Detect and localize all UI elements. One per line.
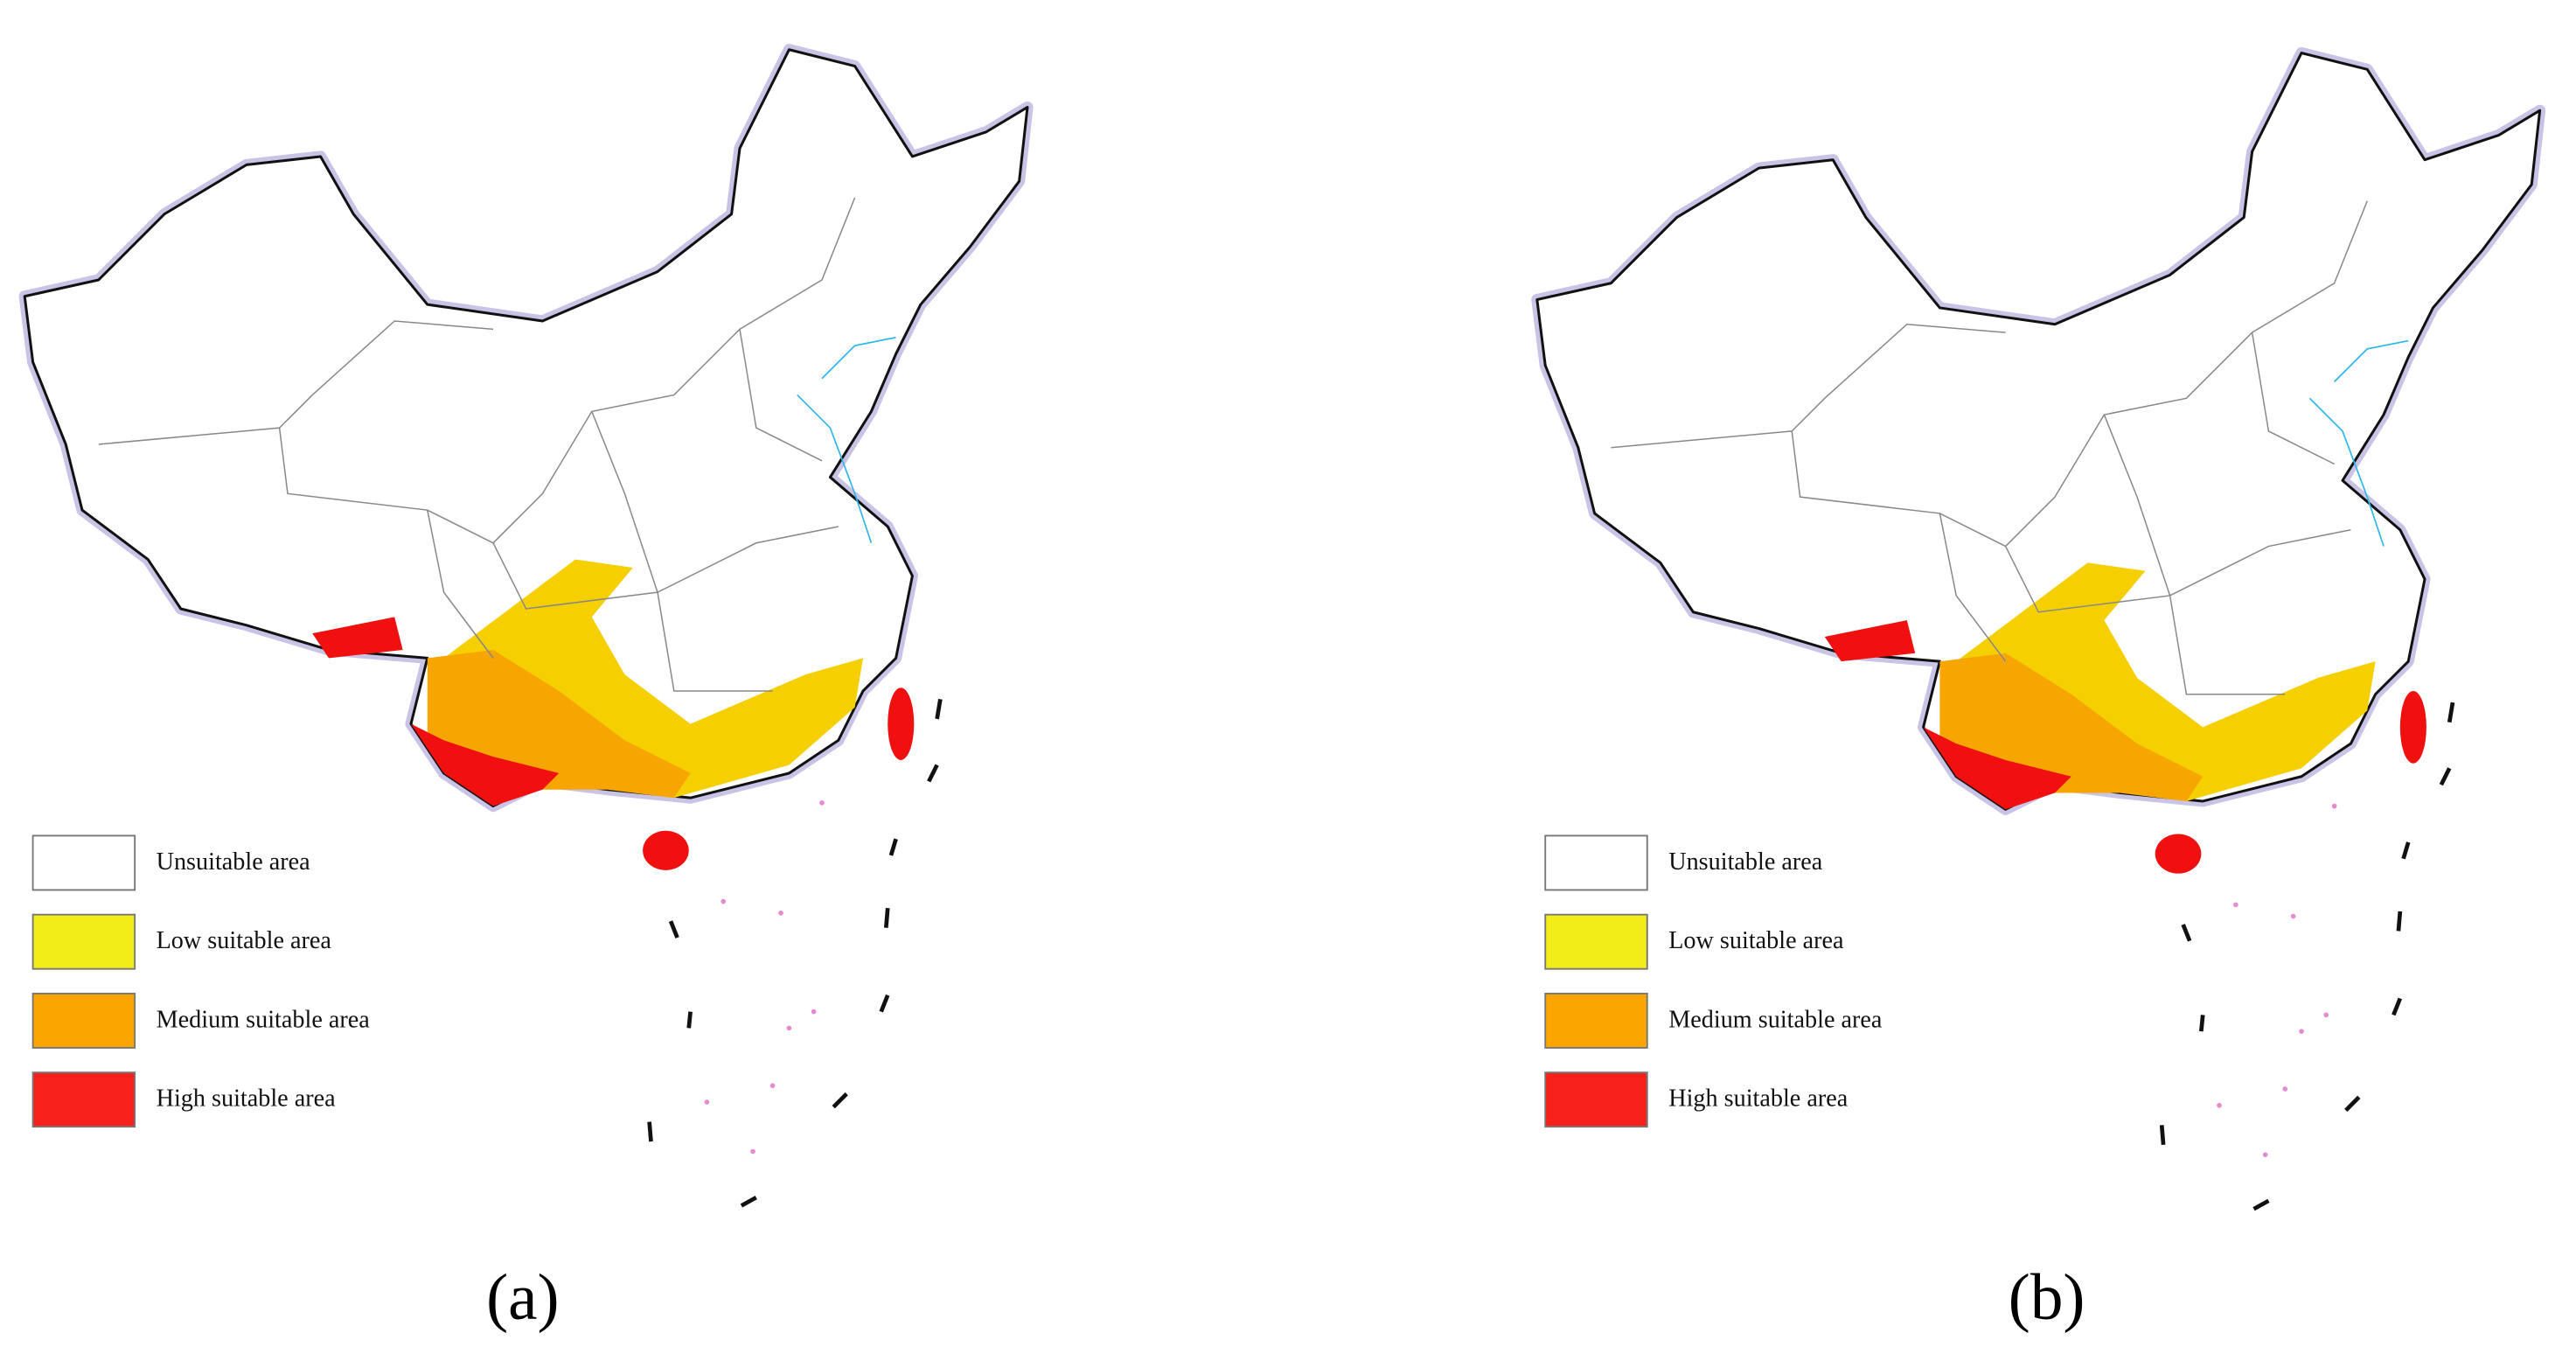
legend-swatch: [31, 913, 136, 970]
legend-swatch: [1544, 992, 1648, 1049]
legend-label: Low suitable area: [157, 927, 332, 954]
panel-label: (b): [2009, 1261, 2085, 1334]
legend-swatch: [1544, 913, 1648, 970]
legend-label: Medium suitable area: [157, 1006, 371, 1033]
legend-label: Low suitable area: [1668, 927, 1844, 954]
legend-swatch: [1544, 834, 1648, 891]
legend-label: Unsuitable area: [1668, 848, 1823, 876]
legend-label: High suitable area: [157, 1085, 337, 1113]
legend-label: High suitable area: [1668, 1085, 1848, 1113]
legend-swatch: [31, 834, 136, 891]
legend-label: Unsuitable area: [157, 848, 311, 876]
legend-swatch: [31, 992, 136, 1049]
legend-swatch: [1544, 1071, 1648, 1128]
panel-label: (a): [486, 1261, 559, 1334]
legend-swatch: [31, 1071, 136, 1128]
legend-label: Medium suitable area: [1668, 1006, 1883, 1033]
map-b: [1537, 53, 2540, 1210]
